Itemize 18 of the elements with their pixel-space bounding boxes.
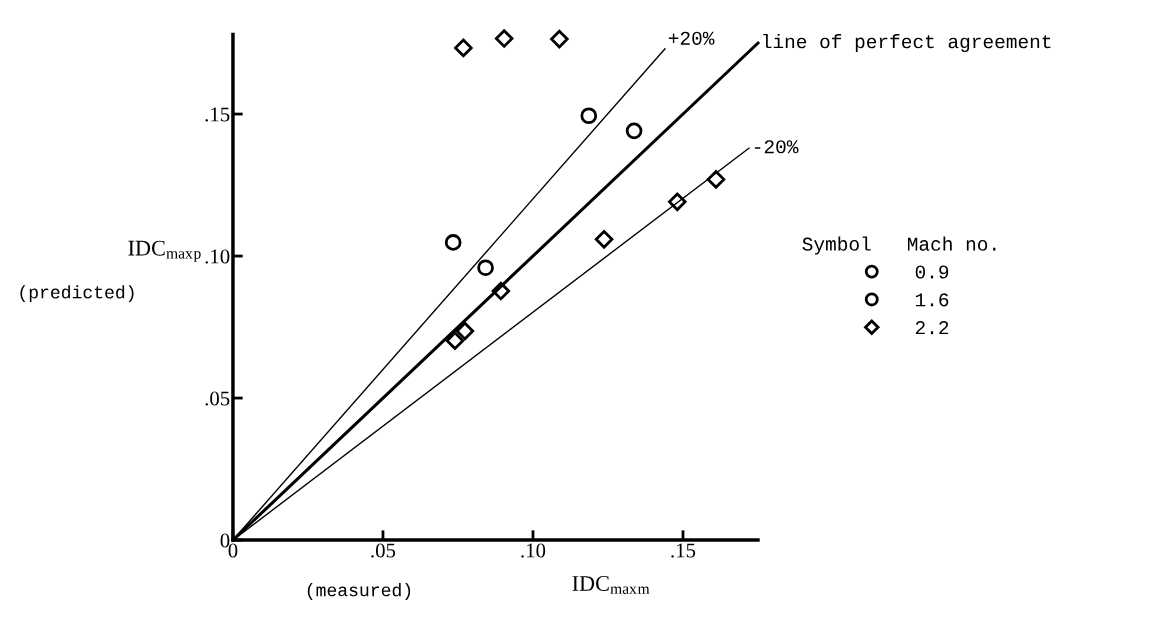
series-label: line of perfect agreement [763, 34, 1051, 53]
legend-label: 0.9 [915, 265, 949, 279]
legend-label: 2.2 [915, 321, 949, 335]
text: (measured) [307, 583, 411, 600]
y-tick-label: .15 [205, 107, 230, 122]
series-label: -20% [754, 140, 799, 154]
text: (predicted) [20, 285, 134, 303]
series-label: +20% [668, 31, 715, 45]
x-axis-title: IDC$_{maxm}$ [572, 576, 650, 594]
x-tick-label: .10 [521, 543, 546, 558]
x-tick-label: .15 [671, 543, 696, 558]
y-axis-title: IDC$_{maxp}$ [128, 240, 201, 262]
y-tick-label: .10 [205, 249, 230, 264]
legend-label: 1.6 [915, 293, 949, 307]
legend-title: Symbol Mach no. [802, 236, 996, 255]
x-tick-label: .05 [371, 543, 396, 558]
y-tick-label: 0 [220, 533, 230, 548]
y-tick-label: .05 [205, 391, 230, 406]
